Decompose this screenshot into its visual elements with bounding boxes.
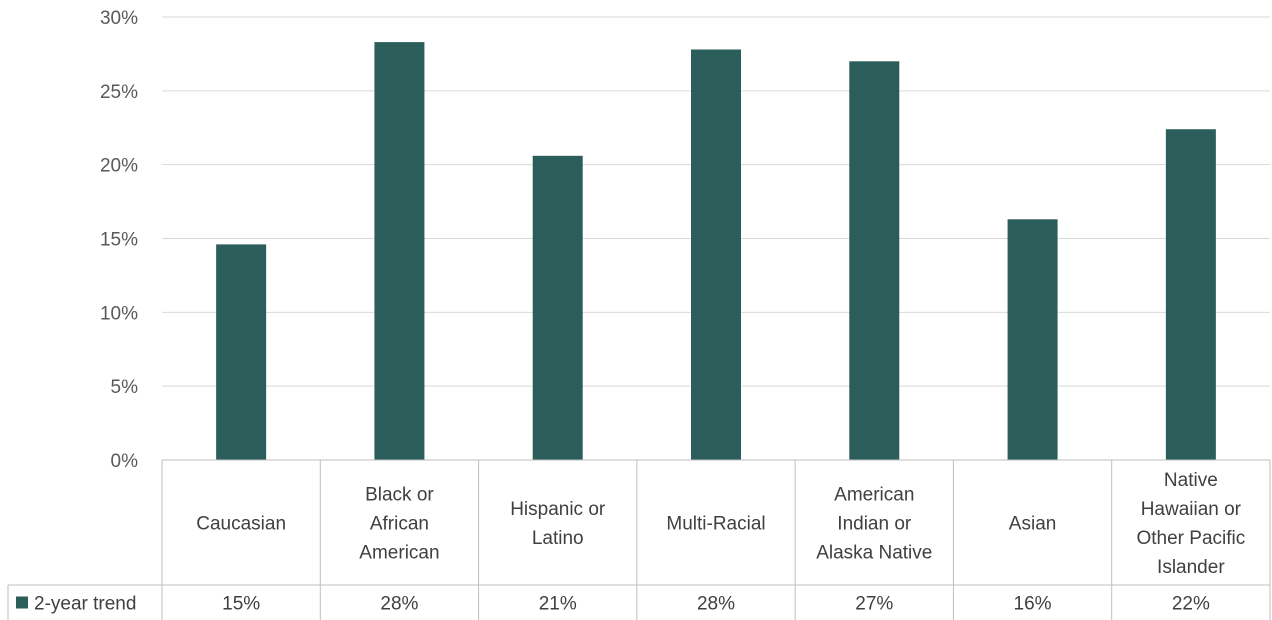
category-label: Native Hawaiian or Other Pacific Islander [1136,470,1245,578]
data-label: 28% [380,594,418,615]
bar [849,61,900,461]
legend-label: 2-year trend [34,594,136,615]
category-label: Hispanic or Latino [510,499,606,549]
category-label: Black or African American [359,485,439,564]
bar [374,42,425,460]
legend-swatch [16,596,28,609]
y-tick-label: 20% [100,156,138,177]
y-tick-label: 5% [111,377,139,398]
bar [532,155,583,460]
bars [216,42,1216,461]
data-label: 15% [222,594,260,615]
category-label: American Indian or Alaska Native [816,485,932,564]
category-label: Asian [1009,514,1057,535]
y-tick-label: 10% [100,303,138,324]
data-label: 28% [697,594,735,615]
data-label: 16% [1014,594,1052,615]
y-tick-label: 30% [100,8,138,29]
bar [1165,129,1216,460]
y-axis: 0% 5% 10% 15% 20% 25% 30% [100,8,138,472]
y-tick-label: 25% [100,82,138,103]
bar [691,49,741,461]
y-tick-label: 0% [111,451,139,472]
data-label: 22% [1172,594,1210,615]
bar [216,244,267,460]
data-label: 21% [539,594,577,615]
category-label: Caucasian [196,514,286,535]
category-label: Multi-Racial [666,514,765,535]
data-table: Caucasian Black or African American Hispanic… [7,459,1271,620]
bar [1007,219,1058,460]
y-tick-label: 15% [100,230,138,251]
data-label: 27% [855,594,893,615]
